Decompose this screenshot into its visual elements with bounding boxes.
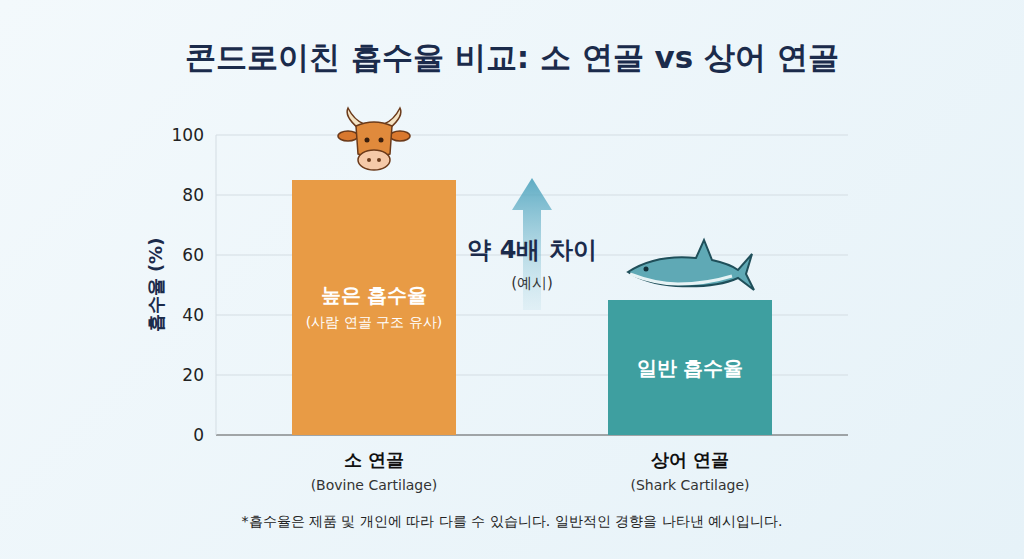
nostril [377, 158, 381, 162]
eye [379, 138, 384, 143]
bar [292, 180, 456, 435]
shark-icon [628, 240, 754, 290]
ear [390, 131, 410, 141]
shark-body [628, 240, 754, 290]
bar-label: 높은 흡수율 [321, 283, 428, 307]
title: 콘드로이친 흡수율 비교: 소 연골 vs 상어 연골 [185, 39, 839, 75]
tick-label: 100 [172, 125, 204, 145]
shark-eye [644, 267, 649, 272]
annotation-note: (예시) [511, 274, 553, 292]
y-axis-line [216, 135, 217, 435]
muzzle [358, 150, 390, 170]
tick-label: 40 [182, 305, 204, 325]
tick-label: 20 [182, 365, 204, 385]
tick-label: 60 [182, 245, 204, 265]
eye [365, 138, 370, 143]
category-label: 상어 연골 [651, 449, 729, 470]
nostril [367, 158, 371, 162]
category-subtitle: (Bovine Cartilage) [311, 477, 438, 493]
bar-label: 일반 흡수율 [637, 356, 744, 380]
cow-icon [338, 108, 410, 170]
bar-label: (사람 연골 구조 유사) [306, 314, 442, 330]
ear [338, 131, 358, 141]
category-label: 소 연골 [344, 449, 404, 470]
bars [292, 180, 772, 435]
category-subtitle: (Shark Cartilage) [630, 477, 749, 493]
shark-belly [630, 274, 732, 284]
footnote: *흡수율은 제품 및 개인에 따라 다를 수 있습니다. 일반적인 경향을 나타… [242, 513, 783, 529]
grid [216, 135, 848, 435]
annotation: 약 4배 차이 [467, 236, 596, 264]
tick-label: 0 [193, 425, 204, 445]
grid-line [216, 135, 848, 136]
chart: 콘드로이친 흡수율 비교: 소 연골 vs 상어 연골 0 20 40 60 80 100 흡… [0, 0, 1024, 559]
bar [608, 300, 772, 435]
y-axis-title: 흡수율 (%) [145, 238, 166, 333]
tick-label: 80 [182, 185, 204, 205]
